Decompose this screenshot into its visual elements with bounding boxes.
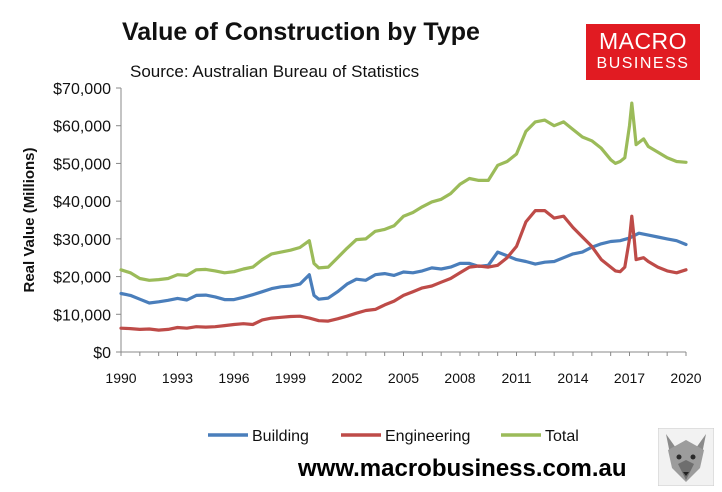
y-tick-label: $60,000: [53, 119, 111, 136]
y-tick-label: $20,000: [53, 270, 111, 287]
macrobusiness-logo: MACRO BUSINESS: [586, 24, 700, 80]
x-tick-label: 2017: [614, 370, 645, 386]
website-url[interactable]: www.macrobusiness.com.au: [298, 455, 627, 482]
x-tick-label: 1990: [105, 370, 136, 386]
chart-title: Value of Construction by Type: [122, 18, 480, 46]
x-tick-label: 2014: [557, 370, 588, 386]
logo-line-2: BUSINESS: [596, 55, 690, 72]
y-tick-label: $50,000: [53, 156, 111, 173]
y-tick-label: $40,000: [53, 194, 111, 211]
y-tick-label: $70,000: [53, 81, 111, 98]
legend-label-engineering: Engineering: [385, 428, 470, 445]
x-tick-label: 1999: [275, 370, 306, 386]
chart-subtitle: Source: Australian Bureau of Statistics: [130, 62, 420, 81]
x-tick-label: 2011: [501, 370, 531, 386]
logo-line-1: MACRO: [598, 28, 688, 54]
series-line-total: [119, 101, 688, 282]
x-tick-label: 1996: [218, 370, 249, 386]
y-tick-label: $0: [93, 345, 111, 362]
y-tick-label: $10,000: [53, 307, 111, 324]
x-tick-label: 2008: [444, 370, 475, 386]
y-tick-label: $30,000: [53, 232, 111, 249]
legend-label-total: Total: [545, 428, 579, 445]
x-tick-label: 2020: [670, 370, 701, 386]
legend-label-building: Building: [252, 428, 309, 445]
x-tick-label: 1993: [162, 370, 193, 386]
wolf-icon: [658, 428, 714, 486]
x-tick-label: 2002: [331, 370, 362, 386]
x-tick-label: 2005: [388, 370, 419, 386]
series-line-building: [119, 231, 688, 305]
y-axis-label: Real Value (Millions): [21, 147, 38, 292]
series-line-engineering: [119, 209, 688, 332]
